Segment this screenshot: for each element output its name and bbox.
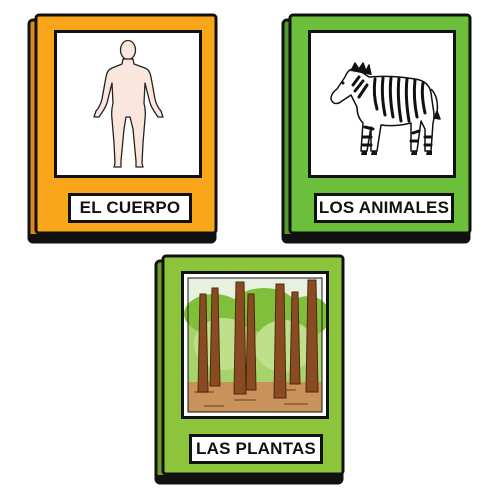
book-label-las-plantas: LAS PLANTAS <box>189 434 323 464</box>
book-las-plantas[interactable]: LAS PLANTAS <box>153 253 347 487</box>
forest-icon <box>184 277 330 413</box>
animales-picture-frame <box>308 30 456 178</box>
book-label-los-animales: LOS ANIMALES <box>314 193 454 223</box>
book-label-el-cuerpo: EL CUERPO <box>68 193 192 223</box>
human-body-icon <box>93 39 164 168</box>
plantas-picture-frame <box>181 271 330 419</box>
book-los-animales[interactable]: LOS ANIMALES <box>280 12 474 246</box>
book-el-cuerpo[interactable]: EL CUERPO <box>26 12 220 246</box>
cuerpo-picture-frame <box>54 30 202 178</box>
zebra-icon <box>330 62 441 155</box>
